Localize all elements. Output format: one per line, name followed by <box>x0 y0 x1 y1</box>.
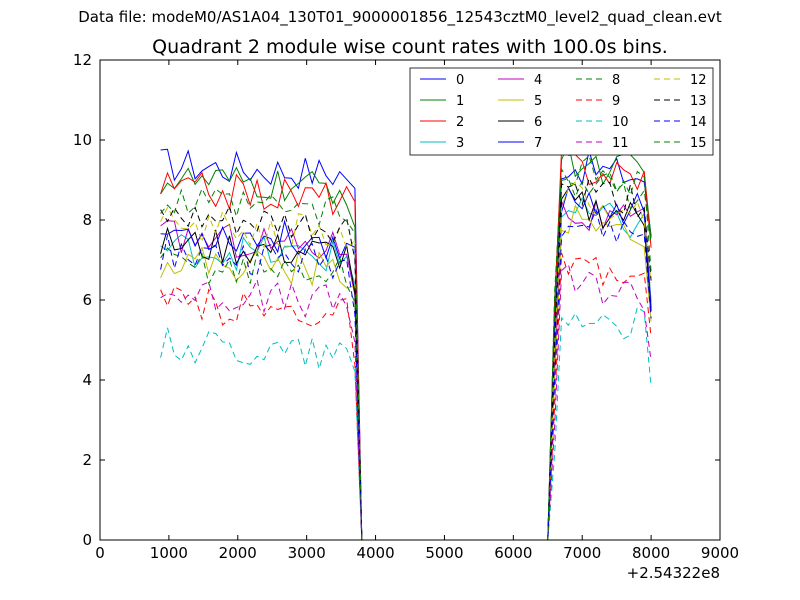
legend-label-6: 6 <box>534 115 542 130</box>
series-line-4 <box>160 201 652 541</box>
legend-label-1: 1 <box>456 94 464 109</box>
x-tick-label: 7000 <box>563 544 601 562</box>
legend-label-4: 4 <box>534 73 542 88</box>
x-tick-label: 3000 <box>288 544 326 562</box>
series-line-1 <box>160 142 652 541</box>
legend-label-8: 8 <box>612 73 620 88</box>
series-line-15 <box>160 155 652 541</box>
chart-suptitle: Data file: modeM0/AS1A04_130T01_90000018… <box>78 8 722 26</box>
series-line-10 <box>160 306 652 541</box>
series-line-7 <box>160 186 652 541</box>
series-line-5 <box>160 204 652 541</box>
y-tick-label: 12 <box>73 51 92 69</box>
ticks-layer: 0 1000 2000 3000 4000 5000 6000 7000 8000 9000 0 2 4… <box>73 51 739 562</box>
series-line-13 <box>160 176 652 541</box>
x-tick-label: 0 <box>95 544 105 562</box>
legend-label-7: 7 <box>534 136 542 151</box>
y-tick-label: 10 <box>73 131 92 149</box>
x-tick-label: 8000 <box>632 544 670 562</box>
x-tick-label: 4000 <box>356 544 394 562</box>
series-line-2 <box>160 147 652 541</box>
legend-label-12: 12 <box>690 73 707 88</box>
legend-label-0: 0 <box>456 73 464 88</box>
x-tick-label: 1000 <box>150 544 188 562</box>
series-line-11 <box>160 263 652 541</box>
y-tick-label: 6 <box>82 291 92 309</box>
series-line-12 <box>160 181 652 541</box>
x-offset-label: +2.54322e8 <box>627 564 720 582</box>
legend-label-15: 15 <box>690 136 707 151</box>
legend-box <box>409 67 714 156</box>
series-line-14 <box>160 208 652 541</box>
chart-title: Quadrant 2 module wise count rates with … <box>152 36 668 58</box>
x-tick-label: 2000 <box>219 544 257 562</box>
legend-label-13: 13 <box>690 94 707 109</box>
x-tick-label: 6000 <box>494 544 532 562</box>
series-line-9 <box>160 252 652 541</box>
x-tick-label: 5000 <box>425 544 463 562</box>
legend-label-11: 11 <box>612 136 629 151</box>
legend-label-5: 5 <box>534 94 542 109</box>
legend-label-9: 9 <box>612 94 620 109</box>
legend-label-14: 14 <box>690 115 707 130</box>
series-line-6 <box>160 187 652 541</box>
series-line-3 <box>160 196 652 541</box>
legend-label-2: 2 <box>456 115 464 130</box>
legend-label-3: 3 <box>456 136 464 151</box>
series-layer <box>160 142 652 541</box>
y-tick-label: 2 <box>82 451 92 469</box>
y-tick-label: 8 <box>82 211 92 229</box>
y-tick-label: 4 <box>82 371 92 389</box>
y-tick-label: 0 <box>82 531 92 549</box>
x-tick-label: 9000 <box>701 544 739 562</box>
legend-label-10: 10 <box>612 115 629 130</box>
series-line-8 <box>160 172 652 541</box>
